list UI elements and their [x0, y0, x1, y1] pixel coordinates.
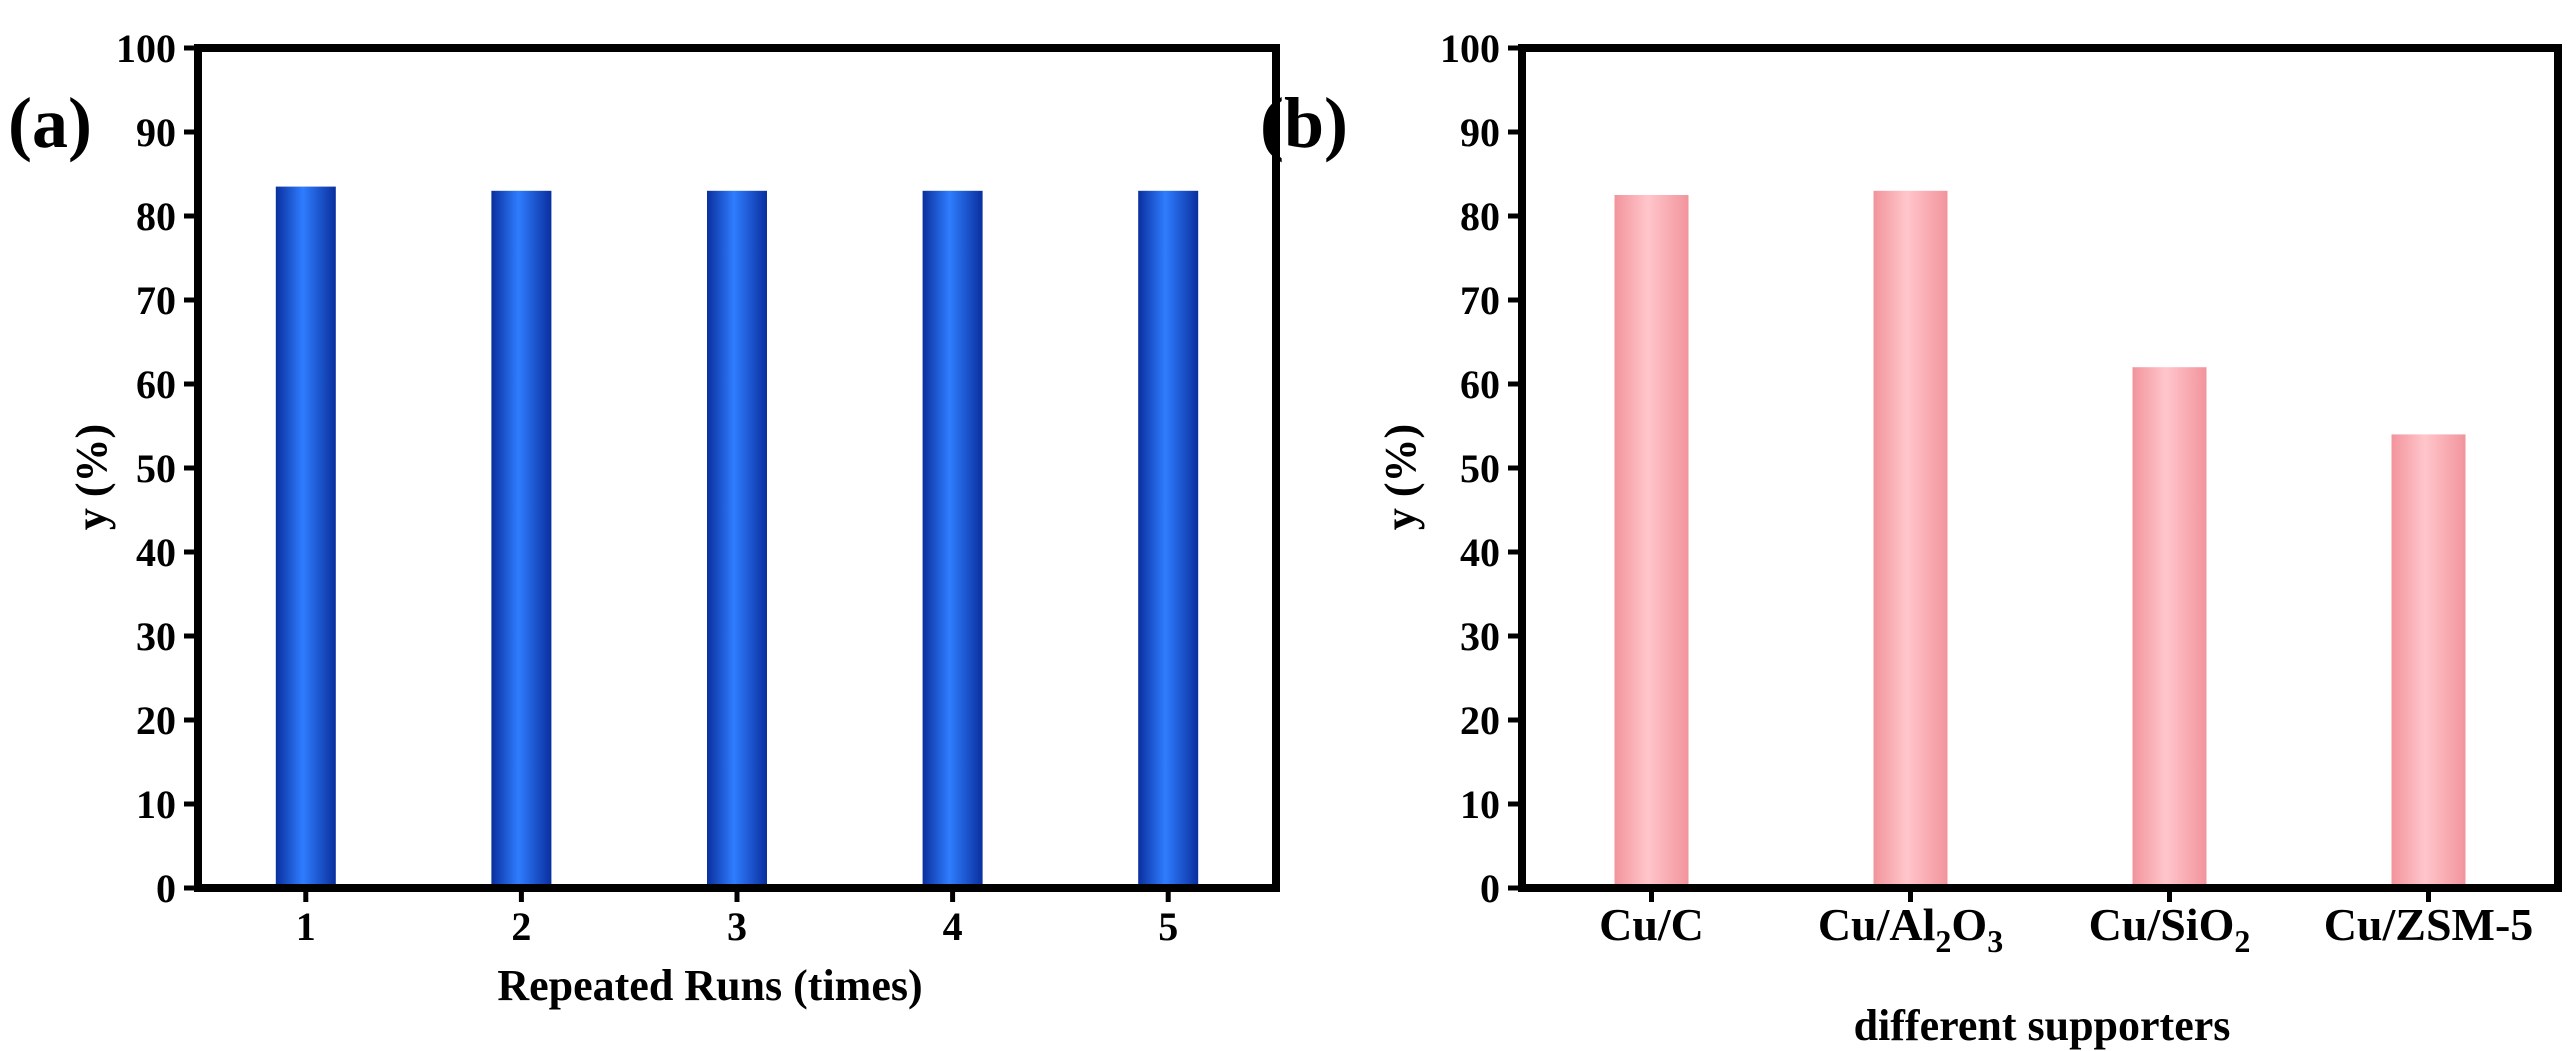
x-tick-label-part: O [1951, 899, 1987, 950]
y-tick-label: 60 [136, 362, 176, 407]
x-tick-label: 1 [296, 904, 316, 949]
y-tick-label: 50 [136, 446, 176, 491]
x-tick-label: Cu/Al2O3 [1818, 899, 2003, 959]
y-tick-label: 0 [1480, 866, 1500, 911]
y-tick-label: 100 [1440, 26, 1500, 71]
panel-a-bars [275, 186, 1199, 889]
panel-b-y-ticks: 0 10 20 30 40 50 60 70 80 90 100 [1440, 26, 1522, 911]
bar [707, 190, 767, 889]
panel-b-x-axis-title: different supporters [1854, 1001, 2231, 1050]
bar [2391, 434, 2466, 888]
x-tick-label-subscript: 2 [2234, 923, 2250, 959]
panel-a: (a) y (%) 0 10 20 30 40 50 60 70 80 90 100 1 2 3 4 5 R… [8, 26, 1280, 1010]
panel-b-label: (b) [1260, 83, 1348, 163]
x-tick-label-subscript: 2 [1935, 923, 1951, 959]
y-tick-label: 70 [136, 278, 176, 323]
panel-a-label: (a) [8, 83, 92, 163]
y-tick-label: 100 [116, 26, 176, 71]
bar [1138, 190, 1199, 889]
bar [2132, 367, 2207, 888]
bar [491, 190, 552, 889]
y-tick-label: 50 [1460, 446, 1500, 491]
y-tick-label: 40 [136, 530, 176, 575]
panel-a-y-axis-title: y (%) [67, 424, 116, 530]
y-tick-label: 20 [1460, 698, 1500, 743]
y-tick-label: 90 [1460, 110, 1500, 155]
x-tick-label: 5 [1158, 904, 1178, 949]
x-tick-label: Cu/SiO2 [2089, 899, 2251, 959]
x-tick-label-part: Cu/C [1599, 899, 1704, 950]
y-tick-label: 20 [136, 698, 176, 743]
panel-b-y-axis-title: y (%) [1376, 424, 1425, 530]
y-tick-label: 30 [136, 614, 176, 659]
x-tick-label-subscript: 3 [1987, 923, 2003, 959]
x-tick-label: Cu/ZSM-5 [2324, 899, 2534, 950]
panel-b-x-ticks: Cu/C Cu/Al2O3 Cu/SiO2 Cu/ZSM-5 [1599, 888, 2533, 959]
x-tick-label: 2 [511, 904, 531, 949]
x-tick-label-part: Cu/SiO [2089, 899, 2235, 950]
y-tick-label: 90 [136, 110, 176, 155]
panel-a-plot-frame [194, 44, 1280, 892]
panel-a-y-ticks: 0 10 20 30 40 50 60 70 80 90 100 [116, 26, 198, 911]
y-tick-label: 70 [1460, 278, 1500, 323]
x-tick-label-part: Cu/ZSM-5 [2324, 899, 2534, 950]
y-tick-label: 40 [1460, 530, 1500, 575]
y-tick-label: 0 [156, 866, 176, 911]
bar [275, 186, 336, 889]
bar [922, 190, 983, 889]
x-tick-label: 3 [727, 904, 747, 949]
x-tick-label: Cu/C [1599, 899, 1704, 950]
x-tick-label-part: Cu/Al [1818, 899, 1936, 950]
panel-b-bars [1614, 190, 2466, 889]
panel-a-x-axis-title: Repeated Runs (times) [497, 961, 922, 1010]
y-tick-label: 60 [1460, 362, 1500, 407]
bar [1873, 190, 1948, 889]
y-tick-label: 30 [1460, 614, 1500, 659]
x-tick-label: 4 [943, 904, 963, 949]
y-tick-label: 80 [1460, 194, 1500, 239]
y-tick-label: 10 [136, 782, 176, 827]
bar [1614, 195, 1689, 888]
panel-b: (b) y (%) 0 10 20 30 40 50 60 70 80 90 100 Cu/C Cu/… [1260, 26, 2562, 1050]
y-tick-label: 80 [136, 194, 176, 239]
y-tick-label: 10 [1460, 782, 1500, 827]
panel-a-x-ticks: 1 2 3 4 5 [296, 888, 1178, 949]
panel-b-plot-frame [1518, 44, 2562, 892]
